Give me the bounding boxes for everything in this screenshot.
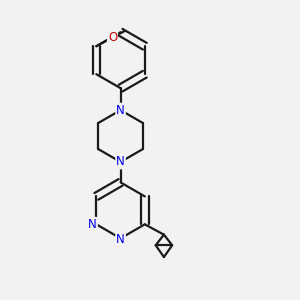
Text: N: N <box>88 218 97 231</box>
Text: N: N <box>116 233 125 246</box>
Text: N: N <box>116 103 125 117</box>
Text: N: N <box>116 155 125 168</box>
Text: O: O <box>108 31 117 44</box>
